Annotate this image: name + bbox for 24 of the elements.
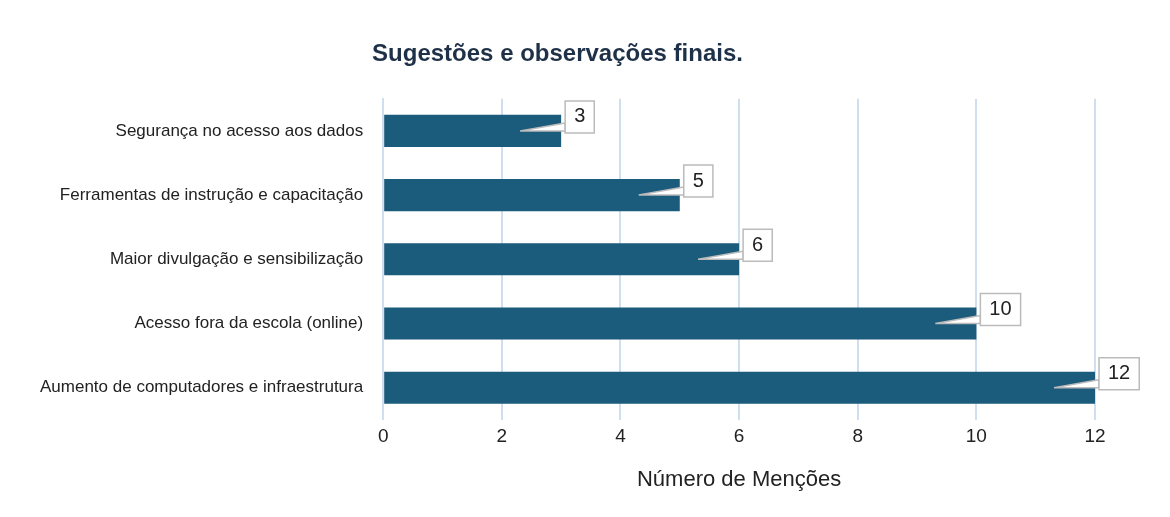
- x-tick-label: 0: [377, 425, 389, 447]
- y-tick-label: Aumento de computadores e infraestrutura: [40, 377, 364, 397]
- bar: [384, 371, 1095, 404]
- x-tick-label: 4: [615, 425, 627, 447]
- x-tick-label: 10: [965, 425, 987, 447]
- y-tick-label: Acesso fora da escola (online): [134, 313, 364, 333]
- data-label: 3: [574, 104, 586, 127]
- data-label: 12: [1108, 361, 1131, 384]
- chart-title: Sugestões e observações finais.: [372, 39, 743, 67]
- x-axis-title: Número de Menções: [636, 465, 842, 491]
- y-tick-label: Ferramentas de instrução e capacitação: [59, 184, 364, 204]
- bar: [384, 243, 740, 276]
- y-tick-label: Segurança no acesso aos dados: [115, 120, 364, 140]
- x-tick-label: 12: [1084, 425, 1106, 447]
- bar: [384, 179, 680, 212]
- x-tick-label: 8: [852, 425, 864, 447]
- data-label: 5: [692, 168, 704, 191]
- bar: [384, 114, 562, 147]
- x-tick-label: 2: [496, 425, 508, 447]
- data-label: 10: [989, 297, 1012, 320]
- data-label: 6: [752, 232, 764, 255]
- y-tick-label: Maior divulgação e sensibilização: [109, 248, 364, 268]
- x-tick-label: 6: [733, 425, 745, 447]
- bar: [384, 307, 977, 340]
